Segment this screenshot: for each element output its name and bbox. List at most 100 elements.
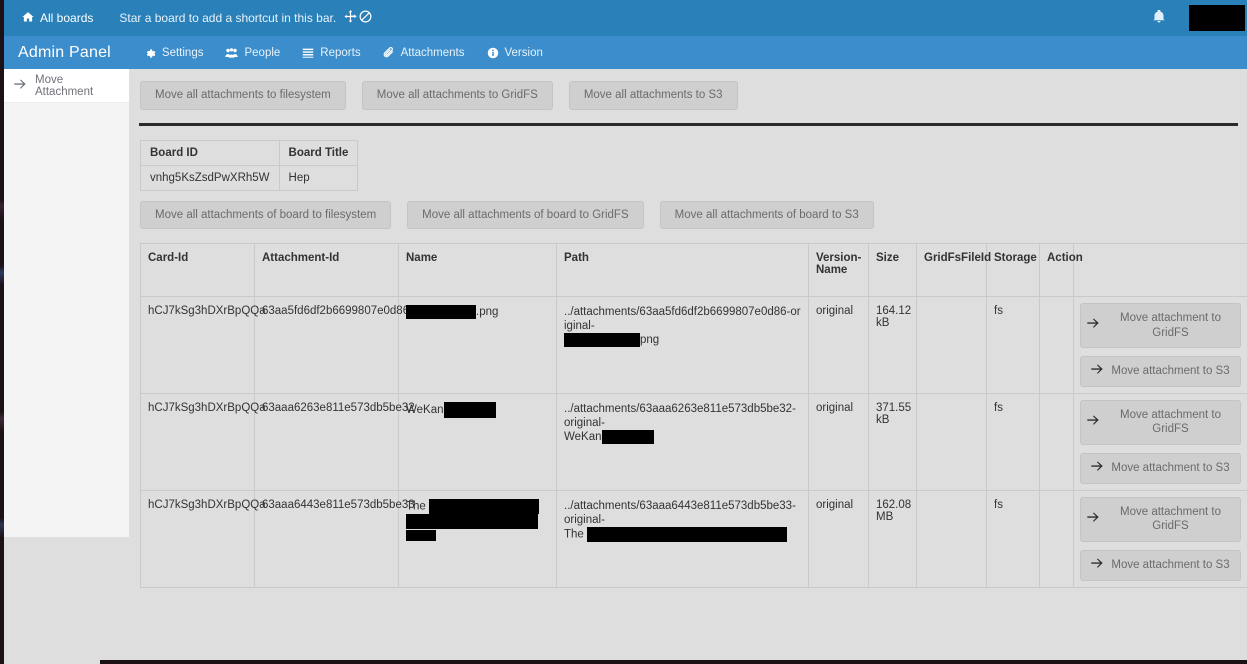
cell-card-id: hCJ7kSg3hDXrBpQQa xyxy=(140,296,266,395)
col-gridfs-file-id: GridFsFileId xyxy=(916,243,991,298)
arrow-right-icon xyxy=(1087,512,1099,527)
redaction-block xyxy=(406,305,476,320)
attachments-table: Card-Id Attachment-Id Name Path Version-… xyxy=(140,243,1247,588)
tab-settings[interactable]: Settings xyxy=(133,39,215,67)
row-move-to-gridfs-label: Move attachment to GridFS xyxy=(1120,409,1221,436)
col-storage: Storage xyxy=(986,243,1040,298)
move-all-to-filesystem-button[interactable]: Move all attachments to filesystem xyxy=(140,81,346,110)
admin-nav: Settings People Reports Attachments xyxy=(133,39,554,67)
cell-storage: fs xyxy=(986,393,1040,491)
cell-version-name: original xyxy=(808,489,869,588)
content-area: Move all attachments to filesystem Move … xyxy=(130,69,1247,664)
row-move-to-gridfs-button[interactable]: Move attachment to GridFS xyxy=(1080,400,1241,445)
redaction-block xyxy=(406,530,436,542)
table-row: hCJ7kSg3hDXrBpQQa 63aaa6443e811e573db5be… xyxy=(140,489,1247,588)
info-circle-icon xyxy=(487,47,499,59)
paperclip-icon xyxy=(383,46,395,59)
tab-people[interactable]: People xyxy=(214,39,291,67)
move-board-to-gridfs-button[interactable]: Move all attachments of board to GridFS xyxy=(407,200,644,230)
tab-people-label: People xyxy=(244,46,281,59)
cell-storage: fs xyxy=(986,489,1040,588)
star-hint: Star a board to add a shortcut in this b… xyxy=(119,10,372,26)
cell-gridfs-file-id xyxy=(916,489,987,588)
row-move-to-s3-button[interactable]: Move attachment to S3 xyxy=(1080,452,1241,484)
adjacent-window-sliver xyxy=(0,0,4,664)
home-icon xyxy=(22,11,34,26)
redaction-block xyxy=(601,430,654,445)
cell-gridfs-file-id xyxy=(916,393,987,491)
board-table: Board ID Board Title vnhg5KsZsdPwXRh5W H… xyxy=(140,139,359,191)
sidebar-item-move-attachment[interactable]: Move Attachment xyxy=(4,69,129,103)
cell-version-name: original xyxy=(808,296,869,395)
row-move-to-s3-button[interactable]: Move attachment to S3 xyxy=(1080,356,1241,388)
cell-card-id: hCJ7kSg3hDXrBpQQa xyxy=(140,393,266,491)
sidebar: Move Attachment xyxy=(4,69,130,537)
all-boards-button[interactable]: All boards xyxy=(14,7,102,29)
section-divider xyxy=(139,122,1238,126)
board-table-row: vnhg5KsZsdPwXRh5W Hep xyxy=(140,164,359,191)
page-body: Move Attachment Move all attachments to … xyxy=(4,69,1247,664)
cell-row-actions: Move attachment to GridFS Move attachmen… xyxy=(1073,489,1247,588)
tab-version-label: Version xyxy=(504,46,543,59)
cell-attachment-id: 63aaa6443e811e573db5be33 xyxy=(254,489,415,588)
col-path: Path xyxy=(556,243,809,298)
page-title: Admin Panel xyxy=(18,43,111,61)
cell-name: .png xyxy=(398,296,557,395)
cell-attachment-id: 63aaa6263e811e573db5be32 xyxy=(254,393,415,491)
row-move-to-gridfs-label: Move attachment to GridFS xyxy=(1120,312,1221,339)
move-board-to-filesystem-button[interactable]: Move all attachments of board to filesys… xyxy=(140,200,392,230)
cell-version-name: original xyxy=(808,393,869,491)
cell-path-mid: The xyxy=(564,528,588,541)
arrow-right-icon xyxy=(1091,364,1104,379)
cell-attachment-id: 63aa5fd6df2b6699807e0d86 xyxy=(254,296,409,395)
cell-storage: fs xyxy=(986,296,1040,395)
col-name: Name xyxy=(398,243,557,298)
tab-version[interactable]: Version xyxy=(476,39,554,67)
user-menu-redacted[interactable] xyxy=(1189,5,1245,31)
row-move-to-s3-button[interactable]: Move attachment to S3 xyxy=(1080,549,1241,581)
star-hint-text: Star a board to add a shortcut in this b… xyxy=(119,11,337,25)
board-table-col-board-id: Board ID xyxy=(140,139,280,166)
tab-reports-label: Reports xyxy=(320,46,361,59)
cell-card-id: hCJ7kSg3hDXrBpQQa xyxy=(140,489,266,588)
board-table-col-board-title: Board Title xyxy=(278,139,359,166)
move-all-to-s3-button[interactable]: Move all attachments to S3 xyxy=(568,81,738,110)
cell-gridfs-file-id xyxy=(916,296,987,395)
col-row-buttons xyxy=(1073,243,1247,298)
col-card-id: Card-Id xyxy=(140,243,255,298)
arrow-right-icon xyxy=(14,79,26,93)
global-actions-row: Move all attachments to filesystem Move … xyxy=(130,69,1247,110)
cell-name-prefix: WeKan xyxy=(406,404,444,417)
table-row: hCJ7kSg3hDXrBpQQa 63aaa6263e811e573db5be… xyxy=(140,393,1247,491)
col-action: Action xyxy=(1039,243,1083,298)
col-version-name: Version-Name xyxy=(808,243,869,298)
redaction-block xyxy=(443,402,496,419)
cell-path: ../attachments/63aa5fd6df2b6699807e0d86-… xyxy=(556,296,809,395)
board-actions-row: Move all attachments of board to filesys… xyxy=(130,191,1247,230)
cell-size: 371.55 kB xyxy=(868,393,917,491)
sidebar-item-label: Move Attachment xyxy=(35,73,94,98)
tab-reports[interactable]: Reports xyxy=(291,39,371,67)
move-icon[interactable] xyxy=(344,10,357,26)
cell-action xyxy=(1039,296,1074,395)
redaction-block xyxy=(429,498,540,514)
row-move-to-gridfs-button[interactable]: Move attachment to GridFS xyxy=(1080,496,1241,542)
board-title-value: Hep xyxy=(278,164,359,191)
redaction-block xyxy=(564,333,640,348)
tab-attachments[interactable]: Attachments xyxy=(372,39,476,67)
col-attachment-id: Attachment-Id xyxy=(254,243,399,298)
notification-bell-icon[interactable] xyxy=(1153,9,1165,26)
row-move-to-s3-label: Move attachment to S3 xyxy=(1111,558,1230,571)
board-table-header-row: Board ID Board Title xyxy=(140,139,359,166)
move-board-to-s3-button[interactable]: Move all attachments of board to S3 xyxy=(659,200,874,230)
row-move-to-gridfs-button[interactable]: Move attachment to GridFS xyxy=(1080,303,1241,349)
cell-action xyxy=(1039,489,1074,588)
no-entry-icon[interactable] xyxy=(359,10,372,26)
cell-name: WeKan xyxy=(398,393,557,491)
cell-action xyxy=(1039,393,1074,491)
cell-path-mid: WeKan xyxy=(564,431,602,444)
move-all-to-gridfs-button[interactable]: Move all attachments to GridFS xyxy=(361,81,553,110)
tab-settings-label: Settings xyxy=(161,46,204,59)
arrow-right-icon xyxy=(1091,461,1104,476)
